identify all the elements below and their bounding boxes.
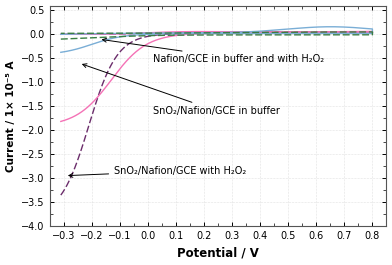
X-axis label: Potential / V: Potential / V — [177, 246, 259, 259]
Text: SnO₂/Nafion/GCE in buffer: SnO₂/Nafion/GCE in buffer — [83, 64, 280, 116]
Y-axis label: Current / 1× 10⁻⁵ A: Current / 1× 10⁻⁵ A — [5, 60, 16, 171]
Text: SnO₂/Nafion/GCE with H₂O₂: SnO₂/Nafion/GCE with H₂O₂ — [69, 166, 247, 177]
Text: Nafion/GCE in buffer and with H₂O₂: Nafion/GCE in buffer and with H₂O₂ — [103, 38, 325, 64]
